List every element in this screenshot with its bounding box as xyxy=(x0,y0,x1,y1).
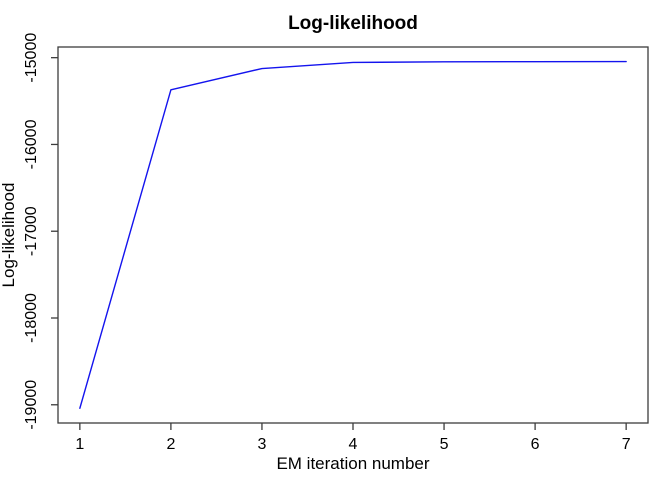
y-tick-label: -15000 xyxy=(23,33,40,83)
x-tick-label: 7 xyxy=(622,436,631,453)
plot-box xyxy=(57,46,649,424)
x-axis-label: EM iteration number xyxy=(276,454,430,473)
data-line-log-likelihood xyxy=(79,60,627,409)
x-tick-label: 2 xyxy=(166,436,175,453)
x-tick-label: 1 xyxy=(75,436,84,453)
y-tick-label: -17000 xyxy=(23,206,40,256)
x-tick-label: 6 xyxy=(531,436,540,453)
x-tick-label: 3 xyxy=(257,436,266,453)
y-tick-label: -18000 xyxy=(23,293,40,343)
x-tick-label: 4 xyxy=(349,436,358,453)
y-tick-label: -16000 xyxy=(23,119,40,169)
chart-title: Log-likelihood xyxy=(288,13,418,34)
x-tick-label: 5 xyxy=(440,436,449,453)
y-tick-label: -19000 xyxy=(23,380,40,430)
